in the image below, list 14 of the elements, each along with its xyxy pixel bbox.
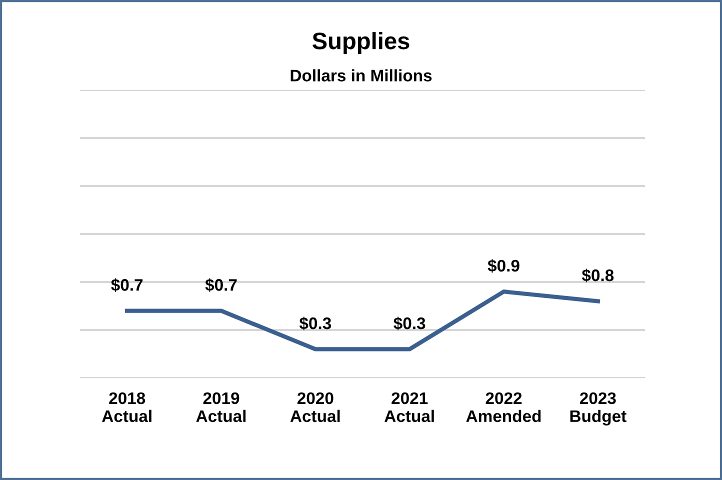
data-label: $0.3 (299, 316, 332, 330)
chart-subtitle: Dollars in Millions (290, 69, 432, 82)
data-label: $0.8 (582, 268, 614, 282)
x-tick-label: 2023 Budget (570, 392, 626, 426)
data-label: $0.7 (111, 278, 143, 292)
data-label: $0.9 (488, 259, 520, 273)
x-tick-label: 2019 Actual (196, 392, 246, 422)
x-tick-label: 2021 Actual (384, 392, 434, 422)
x-tick-label: 2020 Actual (290, 392, 340, 422)
chart-title: Supplies (312, 32, 410, 54)
data-label: $0.7 (205, 278, 237, 292)
data-label: $0.3 (394, 316, 426, 330)
x-tick-label: 2018 Actual (102, 392, 152, 422)
x-tick-label: 2022 Amended (466, 392, 541, 422)
